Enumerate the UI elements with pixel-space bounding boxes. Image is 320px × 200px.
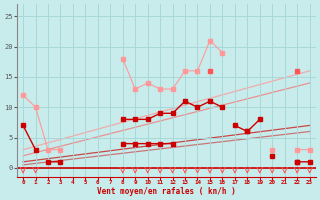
X-axis label: Vent moyen/en rafales ( kn/h ): Vent moyen/en rafales ( kn/h ) [97,187,236,196]
